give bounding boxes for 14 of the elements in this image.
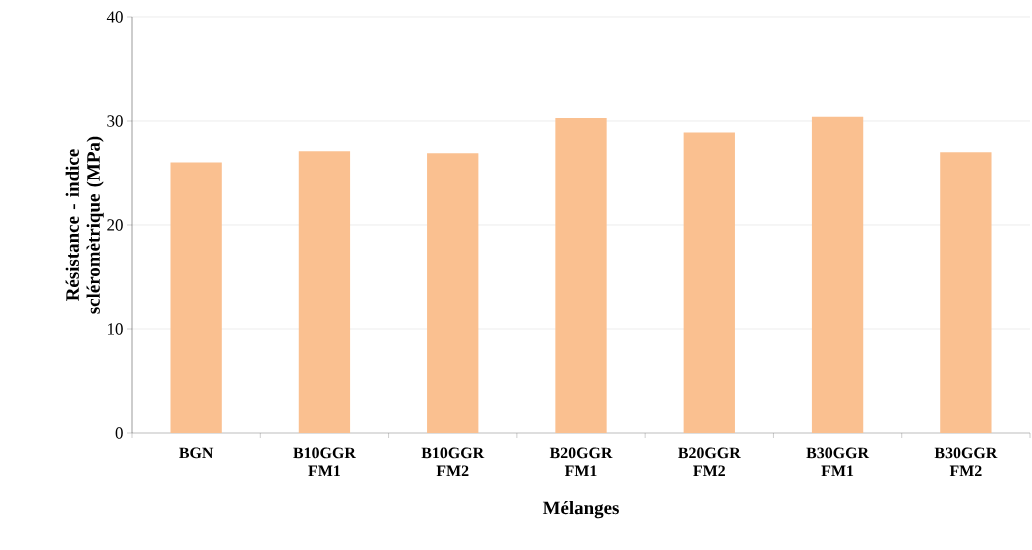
x-tick-label: B10GGR FM2 [421, 447, 485, 477]
y-axis-title: Résistance - indice scléromètrique (MPa) [65, 136, 104, 314]
y-tick-label: 0 [115, 427, 123, 439]
y-tick-label: 30 [107, 115, 123, 127]
x-tick-label: B20GGR FM2 [678, 447, 741, 477]
y-tick-label: 40 [106, 11, 123, 23]
x-tick-label: B30GGR FM2 [934, 447, 998, 477]
y-tick-label: 20 [107, 219, 123, 231]
x-tick-label: B10GGR FM1 [293, 447, 357, 477]
x-axis-title: Mélanges [542, 500, 619, 519]
x-tick-label: BGN [179, 447, 214, 459]
x-tick-label: B20GGR FM1 [549, 447, 613, 477]
y-tick-label: 10 [108, 323, 123, 335]
x-tick-label: B30GGR FM1 [806, 447, 870, 477]
